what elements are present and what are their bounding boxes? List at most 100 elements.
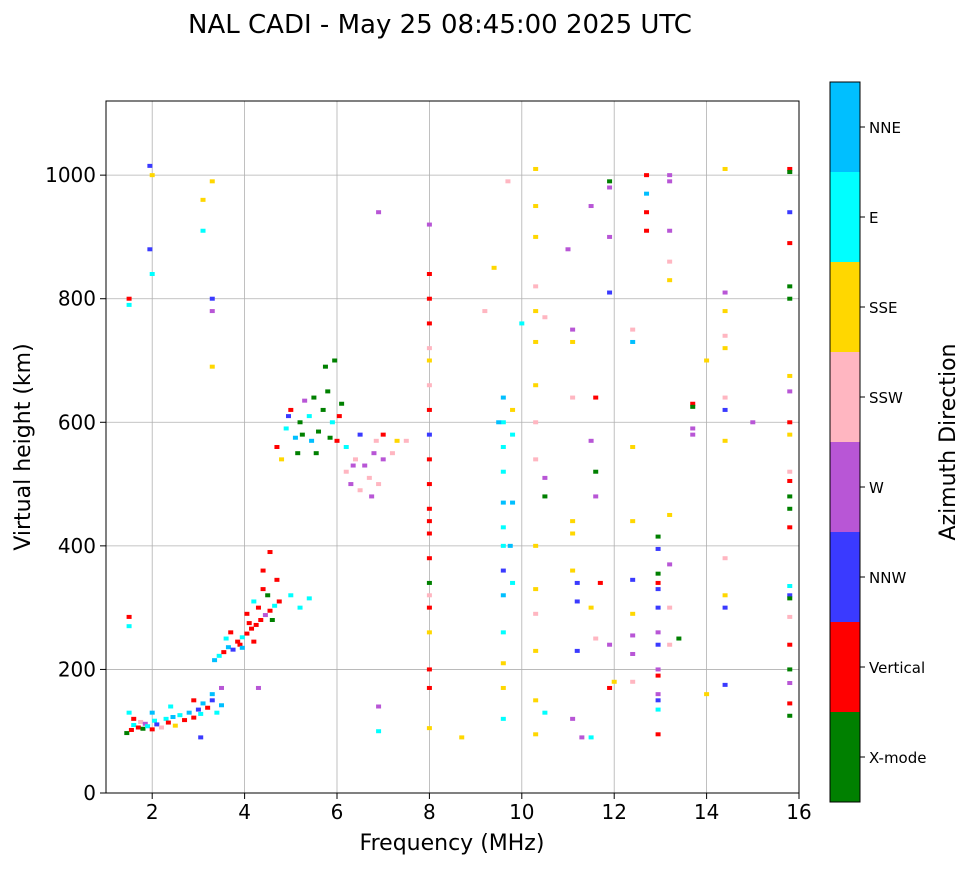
data-point-w (376, 210, 382, 215)
data-point-vertical (644, 228, 650, 233)
data-point-vertical (426, 457, 432, 462)
colorbar-segment (830, 352, 860, 442)
data-point-x-mode (327, 435, 333, 440)
data-point-w (607, 642, 613, 647)
data-point-nnw (722, 682, 728, 687)
data-point-sse (570, 339, 576, 344)
y-tick-label: 1000 (45, 163, 96, 187)
data-point-vertical (149, 727, 155, 732)
data-point-sse (209, 179, 215, 184)
data-point-vertical (426, 556, 432, 561)
data-point-vertical (690, 401, 696, 406)
data-point-e (306, 596, 312, 601)
data-point-nne (500, 500, 506, 505)
data-point-nne (630, 339, 636, 344)
data-point-x-mode (295, 451, 301, 456)
data-point-nne (149, 710, 155, 715)
colorbar-tick-label: NNE (869, 119, 901, 137)
data-point-e (200, 228, 206, 233)
grid-lines (106, 101, 800, 794)
data-point-nne (209, 692, 215, 697)
y-tick-label: 200 (58, 657, 96, 681)
data-point-nne (309, 438, 315, 443)
data-point-sse (491, 265, 497, 270)
data-point-e (510, 580, 516, 585)
data-point-sse (533, 587, 539, 592)
data-point-x-mode (787, 506, 793, 511)
colorbar: X-mode Vertical NNW W SSW SSE E NNE (829, 81, 926, 803)
data-point-sse (630, 519, 636, 524)
data-point-vertical (426, 605, 432, 610)
data-point-sse (533, 204, 539, 209)
data-point-nnw (655, 587, 661, 592)
data-point-w (579, 735, 585, 740)
data-point-ssw (505, 179, 511, 184)
data-point-w (542, 475, 548, 480)
data-point-x-mode (269, 618, 275, 622)
data-point-w (362, 463, 368, 468)
colorbar-segment (830, 622, 860, 712)
data-point-nnw (655, 642, 661, 647)
data-point-vertical (191, 715, 197, 720)
data-point-vertical (288, 407, 294, 412)
data-point-sse (533, 732, 539, 737)
data-point-nnw (209, 698, 215, 703)
data-point-vertical (251, 639, 257, 644)
data-point-w (593, 494, 599, 499)
data-point-w (380, 457, 386, 462)
data-point-vertical (787, 241, 793, 246)
data-point-nnw (357, 432, 363, 437)
data-point-e (198, 711, 204, 716)
data-point-e (251, 599, 257, 604)
data-point-vertical (191, 698, 197, 703)
data-point-x-mode (787, 494, 793, 499)
data-point-ssw (533, 420, 539, 425)
data-point-ssw (352, 457, 358, 462)
data-point-x-mode (339, 401, 345, 406)
data-point-e (297, 605, 303, 610)
data-point-e (152, 718, 158, 723)
data-point-sse (533, 543, 539, 548)
data-point-w (565, 247, 571, 252)
data-point-vertical (787, 166, 793, 171)
data-point-e (216, 653, 222, 658)
data-point-ssw (426, 383, 432, 388)
data-point-ssw (403, 438, 409, 443)
data-point-w (376, 704, 382, 709)
data-point-vertical (787, 642, 793, 647)
data-point-nnw (195, 707, 201, 712)
data-point-x-mode (322, 364, 328, 369)
data-point-vertical (597, 580, 603, 585)
data-point-nnw (574, 648, 580, 653)
data-point-vertical (787, 420, 793, 425)
data-point-ssw (376, 482, 382, 487)
data-point-e (131, 723, 137, 728)
data-point-e (655, 707, 661, 712)
data-point-vertical (221, 650, 227, 655)
data-point-e (500, 716, 506, 721)
data-point-w (255, 685, 261, 690)
data-point-e (588, 735, 594, 740)
data-point-x-mode (787, 170, 793, 175)
data-points (124, 163, 793, 740)
colorbar-segment (830, 82, 860, 172)
data-point-e (329, 420, 335, 425)
data-point-ssw (343, 469, 349, 474)
data-point-nnw (630, 577, 636, 582)
data-point-nnw (198, 735, 204, 740)
data-point-e (500, 420, 506, 425)
x-tick-label: 12 (601, 800, 626, 824)
data-point-x-mode (140, 726, 146, 731)
data-point-sse (172, 723, 178, 728)
data-point-vertical (126, 614, 132, 619)
data-point-vertical (165, 720, 171, 725)
data-point-vertical (426, 321, 432, 326)
data-point-vertical (334, 438, 340, 443)
data-point-sse (533, 339, 539, 344)
data-point-e (149, 272, 155, 276)
data-point-vertical (426, 407, 432, 412)
data-point-e (500, 445, 506, 449)
data-point-w (588, 438, 594, 443)
data-point-nnw (147, 163, 153, 168)
data-point-sse (394, 438, 400, 443)
